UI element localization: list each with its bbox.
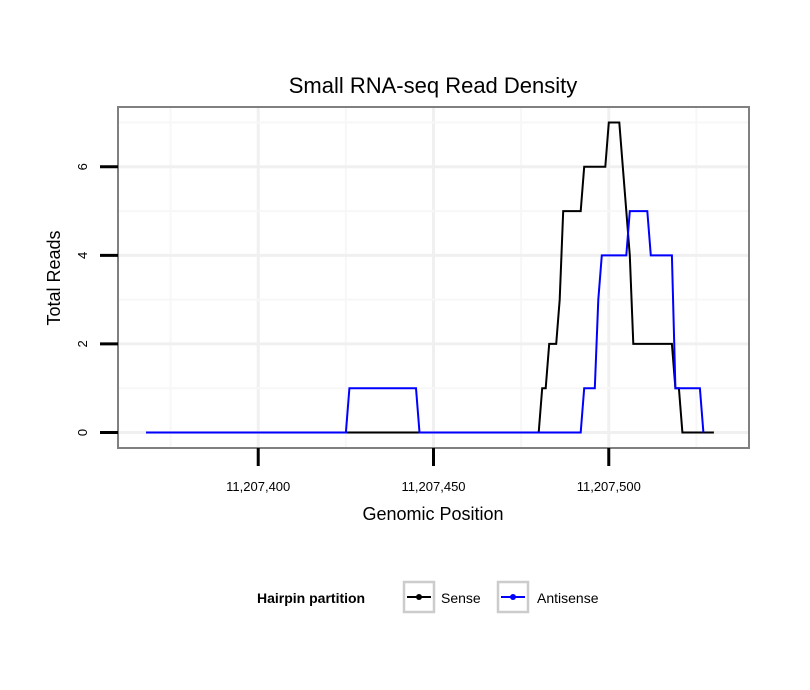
y-tick-label: 6 [75,163,90,170]
y-tick-label: 0 [75,429,90,436]
legend-title: Hairpin partition [257,590,365,606]
chart-title: Small RNA-seq Read Density [289,73,578,98]
legend-dot-antisense [510,594,516,600]
x-axis-ticks: 11,207,400 11,207,450 11,207,500 [226,448,641,494]
legend: Hairpin partition Sense Antisense [257,580,599,614]
series-line-antisense [146,210,705,434]
legend-dot-sense [416,594,422,600]
series-line-sense [146,121,714,434]
y-axis-label: Total Reads [44,230,64,325]
x-axis-label: Genomic Position [362,504,503,524]
legend-item-antisense: Antisense [496,580,599,614]
y-tick-label: 4 [75,252,90,259]
legend-label-antisense: Antisense [537,590,599,606]
series-layer [146,121,714,434]
legend-label-sense: Sense [441,590,481,606]
y-tick-label: 2 [75,340,90,347]
x-tick-label: 11,207,450 [401,479,465,494]
x-tick-label: 11,207,500 [577,479,641,494]
x-tick-label: 11,207,400 [226,479,290,494]
legend-item-sense: Sense [402,580,481,614]
y-axis-ticks: 0 2 4 6 [75,163,118,436]
